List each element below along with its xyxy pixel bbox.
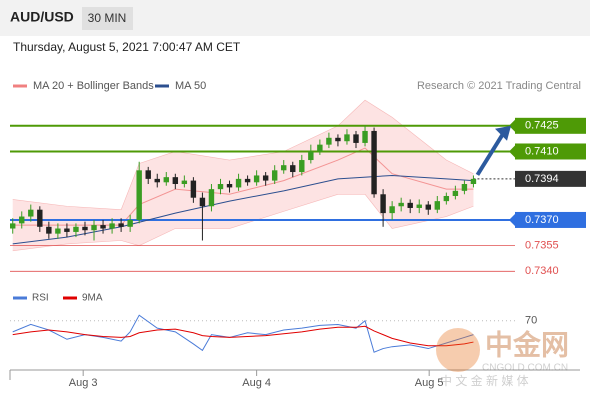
level-label-box — [515, 211, 586, 228]
candle-body — [281, 165, 287, 171]
rsi-line — [12, 325, 474, 347]
candle-body — [163, 177, 169, 183]
bollinger-upper — [12, 99, 474, 210]
candle-body — [55, 228, 61, 234]
level-label-pointer — [509, 213, 515, 226]
timeframe-box[interactable] — [82, 7, 133, 30]
bollinger-area — [12, 100, 474, 251]
candle-body — [452, 190, 459, 196]
candle-body — [371, 130, 377, 195]
candle-body — [28, 209, 34, 217]
candle-body — [136, 170, 142, 220]
level-label: 0.7370 — [525, 214, 559, 226]
candle-body — [118, 223, 124, 227]
candle-body — [199, 197, 206, 207]
candle-body — [290, 165, 296, 173]
candle-body — [217, 184, 224, 190]
level-label-box — [515, 143, 586, 160]
candle-body — [82, 226, 88, 231]
candle-body — [262, 175, 269, 181]
candle-body — [127, 219, 133, 227]
timestamp: Thursday, August 5, 2021 7:00:47 AM CET — [13, 40, 241, 54]
level-label-pointer — [509, 145, 515, 158]
level-label: 0.7410 — [525, 145, 559, 157]
price-label: 0.7394 — [525, 173, 559, 185]
rsi-line — [12, 314, 474, 353]
timeframe[interactable]: 30 MIN — [88, 11, 127, 25]
candle-body — [190, 180, 197, 198]
candle-body — [416, 204, 422, 208]
x-tick-label: Aug 3 — [69, 377, 98, 389]
level-label-box — [515, 117, 586, 134]
candle-body — [425, 204, 431, 210]
price-label-box — [515, 170, 586, 187]
watermark-brand: 中金网 — [485, 328, 569, 360]
candle-body — [271, 170, 278, 181]
candle-body — [244, 178, 251, 183]
candle-body — [380, 194, 386, 214]
candle-body — [109, 223, 115, 229]
candle-body — [73, 226, 79, 232]
candle-body — [335, 137, 341, 142]
candle-body — [470, 178, 477, 185]
candle-body — [461, 184, 468, 191]
candle-body — [10, 223, 16, 229]
rsi-legend-label: RSI — [32, 293, 49, 304]
candle-body — [389, 206, 395, 214]
candle-body — [64, 228, 70, 232]
level-label: 0.7425 — [525, 120, 559, 132]
candle-body — [226, 184, 233, 188]
candle-body — [308, 151, 314, 161]
candle-body — [253, 175, 260, 183]
watermark-slogan: 中 文 金 新 媒 体 — [440, 373, 529, 388]
candle-body — [100, 225, 106, 229]
candle-body — [434, 201, 441, 210]
watermark-logo — [436, 328, 480, 372]
watermark-site: CNGOLD.COM.CN — [482, 363, 568, 374]
candle-body — [443, 195, 450, 202]
level-label: 0.7355 — [525, 240, 559, 252]
copyright: Research © 2021 Trading Central — [417, 80, 581, 92]
symbol: AUD/USD — [10, 9, 74, 25]
candle-body — [19, 216, 25, 224]
level-label-pointer — [509, 119, 515, 132]
watermark: 中金网 CNGOLD.COM.CN 中 文 金 新 媒 体 — [436, 328, 569, 388]
candle-body — [344, 134, 350, 142]
candle-body — [172, 177, 179, 185]
x-tick-label: Aug 5 — [415, 377, 444, 389]
rsi-tick-label: 70 — [525, 315, 537, 327]
candle-body — [181, 180, 188, 185]
candle-body — [299, 160, 305, 173]
candle-body — [407, 202, 413, 208]
legend-label: MA 50 — [175, 80, 206, 92]
forecast-arrow — [475, 132, 505, 176]
candle-body — [154, 178, 160, 183]
candle-body — [235, 178, 242, 188]
level-label: 0.7340 — [525, 265, 559, 277]
legend-label: MA 20 + Bollinger Bands — [33, 80, 154, 92]
candle-body — [353, 134, 359, 143]
candle-body — [145, 170, 151, 179]
candle-body — [208, 189, 215, 207]
candle-body — [326, 137, 332, 145]
candle-body — [362, 130, 368, 143]
candle-body — [37, 209, 43, 227]
forecast-arrowhead — [495, 125, 511, 141]
candle-body — [398, 202, 404, 207]
candle-body — [46, 226, 52, 234]
x-tick-label: Aug 4 — [242, 377, 271, 389]
rsi-legend-label: 9MA — [82, 293, 103, 304]
candle-body — [317, 144, 323, 152]
candle-body — [91, 225, 97, 231]
